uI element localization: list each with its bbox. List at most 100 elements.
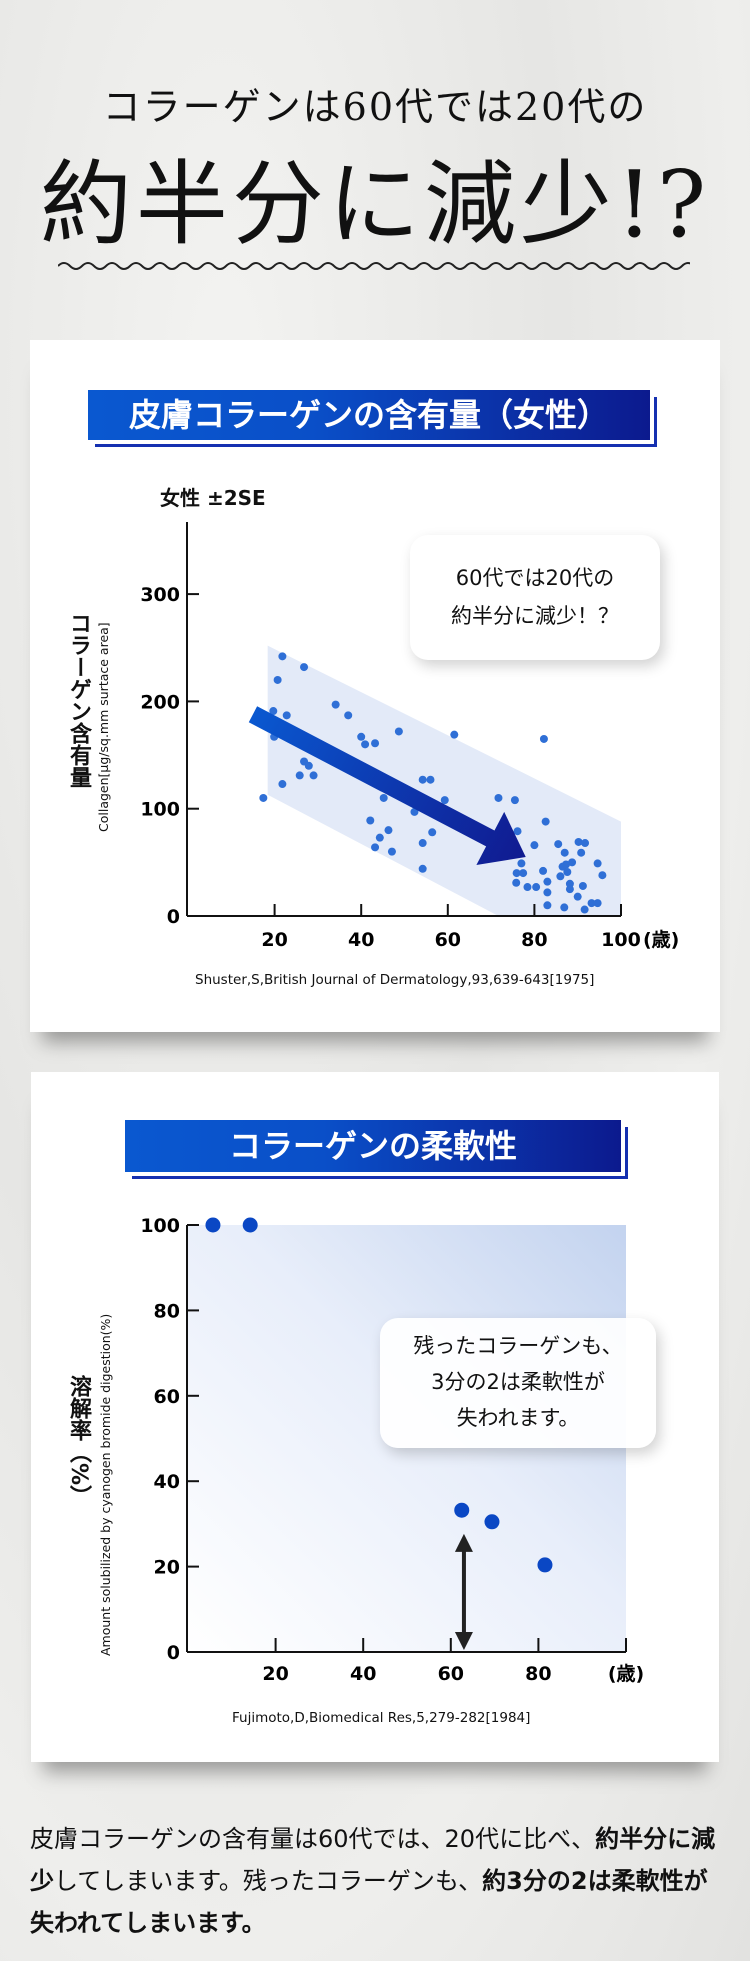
data-point [593,859,602,868]
data-point [560,903,569,912]
data-point [543,888,552,897]
x-tick-label: 40 [348,929,374,951]
chart1-citation: Shuster,S,British Journal of Dermatology… [195,972,595,988]
chart1-callout-line1: 60代では20代の [455,566,615,590]
data-point [577,848,586,857]
data-point [418,839,427,848]
chart2-callout-line3: 失われます。 [456,1406,580,1430]
x-tick-label: 60 [438,1663,464,1685]
data-point [440,796,449,805]
headline-line1: コラーゲンは60代では20代の [102,85,648,129]
data-point [371,843,380,852]
chart2-citation: Fujimoto,D,Biomedical Res,5,279-282[1984… [232,1710,531,1726]
data-point [530,841,539,850]
data-point [384,826,393,835]
data-point [278,780,287,789]
data-point [454,1502,470,1518]
data-point [282,711,291,720]
y-tick-label: 40 [154,1471,180,1493]
x-tick-label: 40 [350,1663,376,1685]
data-point [574,837,583,846]
data-point [379,793,388,802]
data-point [517,859,526,868]
summary-seg1: 皮膚コラーゲンの含有量は60代では、20代に比べ、 [30,1825,596,1853]
data-point [562,860,571,869]
y-tick-label: 100 [140,1215,180,1237]
wavy-divider [58,262,690,270]
data-point [418,775,427,784]
data-point [512,869,521,878]
summary-seg4: 約3分の2は柔軟性が失われてしまいます。 [30,1867,708,1937]
data-point [539,866,548,875]
x-tick-label: 80 [525,1663,551,1685]
data-point [587,899,596,908]
chart1-legend-note: 女性 ±2SE [160,486,266,510]
data-point [510,796,519,805]
y-tick-label: 20 [154,1557,180,1579]
data-point [269,707,278,716]
chart1-y-label-jp: コラーゲン含有量 [66,612,91,788]
data-point [593,899,602,908]
data-point [543,901,552,910]
data-point [563,868,572,877]
chart2-callout-line1: 残ったコラーゲンも、 [413,1334,623,1358]
data-point [295,771,304,780]
y-tick-label: 0 [167,906,180,928]
data-point [513,827,522,836]
trend-arrow [248,706,526,866]
data-point [304,761,313,770]
data-point [560,848,569,857]
y-tick-label: 300 [140,584,180,606]
data-point [532,883,541,892]
data-point [428,828,437,837]
data-point [484,1514,500,1530]
data-point [568,858,577,867]
x-unit-label: (歳) [608,1663,644,1685]
data-point [418,864,427,873]
data-point [205,1217,221,1233]
data-point [537,1557,553,1573]
chart1-callout-line2: 約半分に減少！？ [451,604,619,628]
double-arrow-head-up [454,1533,473,1552]
x-tick-label: 100 [601,929,641,951]
y-tick-label: 60 [154,1386,180,1408]
data-point [543,877,552,886]
data-point [357,732,366,741]
data-point [361,740,370,749]
chart1-title-banner: 皮膚コラーゲンの含有量（女性） [88,390,657,447]
summary-seg2: 約半分に減少 [30,1825,716,1895]
chart1-callout-bubble: 60代では20代の 約半分に減少！？ [410,535,660,660]
data-point [556,872,565,881]
data-point [371,739,380,748]
summary-seg3: してしまいます。残ったコラーゲンも、 [54,1867,483,1895]
x-tick-label: 80 [521,929,547,951]
double-arrow-head-down [454,1632,473,1650]
data-point [273,675,282,684]
data-point [541,817,550,826]
chart2-plot: 0 20 40 60 80 100 20 40 60 80 (歳) [140,1215,644,1685]
chart2-callout-bubble: 残ったコラーゲンも、 3分の2は柔軟性が 失われます。 [380,1318,656,1448]
data-point [539,734,548,743]
data-point [494,793,503,802]
data-point [581,839,590,848]
y-tick-label: 80 [154,1300,180,1322]
chart2-title-banner: コラーゲンの柔軟性 [125,1120,628,1179]
data-point [331,700,340,709]
data-point [394,727,403,736]
chart2-y-label-jp: 溶解率（%） [66,1375,91,1508]
data-point [580,905,589,914]
data-point [375,833,384,842]
data-point [512,878,521,887]
data-point [578,881,587,890]
data-point [519,869,528,878]
data-point [259,793,268,802]
data-point [523,883,532,892]
data-point [554,840,563,849]
data-point [242,1217,258,1233]
data-point [278,652,287,661]
data-point [565,885,574,894]
data-point [426,775,435,784]
y-tick-label: 0 [167,1642,180,1664]
data-point [300,663,309,672]
